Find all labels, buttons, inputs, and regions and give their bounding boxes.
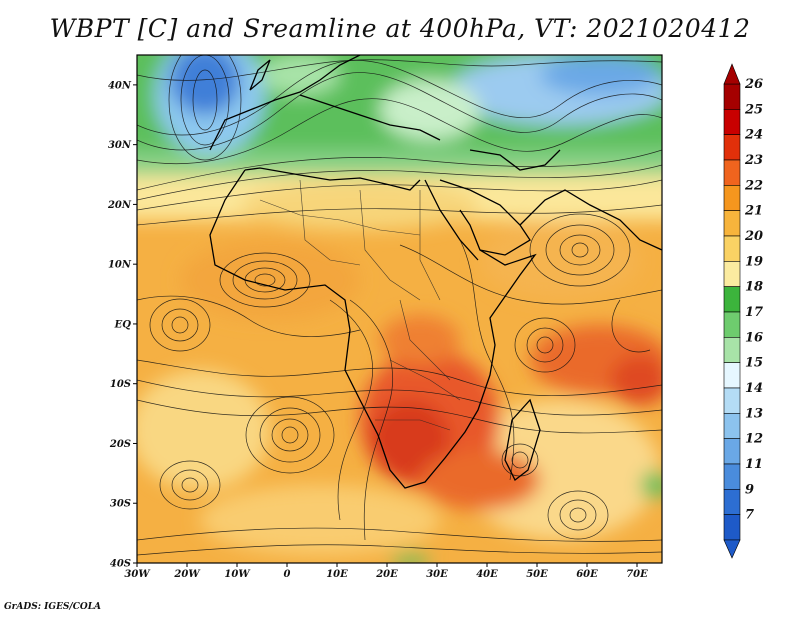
colorbar-swatch [723, 337, 741, 363]
lat-label: EQ [114, 319, 132, 330]
colorbar-bottom-arrow [723, 539, 741, 559]
lon-label: 20E [375, 569, 398, 580]
lon-label: 60E [576, 569, 598, 580]
colorbar: 26 25 24 23 22 21 20 19 18 17 16 15 14 13 12 11 9 7 [723, 63, 763, 559]
lon-label: 40E [476, 569, 498, 580]
credit-label: GrADS: IGES/COLA [4, 602, 102, 612]
colorbar-label: 18 [745, 280, 763, 295]
colorbar-label: 23 [744, 153, 763, 168]
colorbar-swatch [723, 463, 741, 490]
colorbar-swatch [723, 387, 741, 414]
lat-label: 10S [110, 379, 131, 390]
colorbar-swatch [723, 286, 741, 313]
colorbar-label: 20 [744, 229, 763, 244]
colorbar-label: 25 [744, 102, 763, 117]
chart-title: WBPT [C] and Sreamline at 400hPa, VT: 20… [49, 14, 751, 43]
lon-label: 30E [426, 569, 448, 580]
colorbar-label: 11 [745, 457, 763, 472]
colorbar-swatch [723, 109, 741, 135]
map-frame [136, 54, 663, 564]
colorbar-swatch [723, 489, 741, 515]
lat-label: 40N [108, 80, 132, 91]
colorbar-label: 17 [745, 305, 763, 320]
wbpt-field [137, 55, 662, 563]
lat-label: 40S [110, 559, 131, 570]
colorbar-swatch [723, 159, 741, 186]
colorbar-label: 21 [744, 204, 763, 219]
longitude-axis: 30W 20W 10W 0 10E 20E 30E 40E 50E 60E 70E [124, 563, 648, 580]
lat-label: 30S [110, 499, 131, 510]
colorbar-label: 12 [745, 432, 763, 447]
colorbar-label: 9 [745, 482, 754, 497]
lon-label: 20W [173, 569, 201, 580]
borders [259, 179, 461, 431]
lon-label: 30W [124, 569, 151, 580]
lon-label: 10W [224, 569, 251, 580]
colorbar-swatch [723, 83, 741, 110]
latitude-axis: 40N 30N 20N 10N EQ 10S 20S 30S 40S [107, 80, 137, 570]
lon-label: 50E [526, 569, 548, 580]
lon-label: 70E [626, 569, 648, 580]
lat-label: 30N [108, 140, 132, 151]
coastlines [209, 55, 662, 489]
colorbar-label: 14 [745, 381, 763, 396]
colorbar-top-arrow [723, 63, 741, 85]
colorbar-swatch [723, 261, 741, 287]
lon-label: 10E [326, 569, 348, 580]
streamlines [137, 55, 662, 556]
colorbar-label: 24 [744, 128, 763, 143]
lat-label: 20N [107, 200, 132, 211]
colorbar-swatch [723, 413, 741, 439]
lat-label: 10N [108, 260, 132, 271]
lat-label: 20S [109, 439, 131, 450]
colorbar-label: 13 [745, 406, 763, 421]
colorbar-swatch [723, 185, 741, 211]
colorbar-swatch [723, 514, 741, 541]
colorbar-label: 15 [745, 356, 763, 371]
colorbar-swatch [723, 210, 741, 237]
colorbar-label: 19 [745, 254, 763, 269]
colorbar-swatch [723, 134, 741, 161]
colorbar-label: 16 [745, 330, 763, 345]
colorbar-label: 26 [744, 77, 763, 92]
colorbar-label: 22 [744, 178, 763, 193]
colorbar-swatch [723, 311, 741, 338]
colorbar-label: 7 [745, 508, 754, 523]
lon-label: 0 [284, 569, 291, 580]
colorbar-swatch [723, 438, 741, 465]
colorbar-swatch [723, 362, 741, 389]
colorbar-swatch [723, 235, 741, 262]
